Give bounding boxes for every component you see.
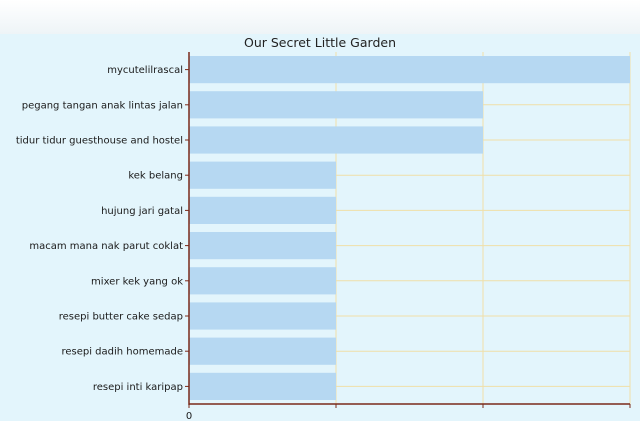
- category-label: resepi butter cake sedap: [59, 312, 183, 323]
- bar: [189, 196, 336, 224]
- bar: [189, 372, 336, 400]
- bar: [189, 337, 336, 365]
- category-label: pegang tangan anak lintas jalan: [22, 100, 183, 111]
- category-label: resepi dadih homemade: [61, 347, 183, 358]
- chart-title: Our Secret Little Garden: [244, 35, 396, 50]
- bar: [189, 302, 336, 330]
- header-band: [0, 0, 640, 34]
- category-labels: mycutelilrascal pegang tangan anak lintas…: [16, 65, 192, 421]
- category-label: kek belang: [128, 171, 183, 182]
- bar: [189, 232, 336, 260]
- category-label: mycutelilrascal: [107, 65, 183, 76]
- bar: [189, 161, 336, 189]
- category-label: tidur tidur guesthouse and hostel: [16, 136, 183, 147]
- category-label: hujung jari gatal: [101, 206, 183, 217]
- bar: [189, 267, 336, 295]
- bar: [189, 126, 483, 154]
- bar: [189, 91, 483, 119]
- bar: [189, 56, 630, 84]
- bars: [189, 56, 630, 400]
- category-label: resepi inti karipap: [93, 382, 183, 393]
- x-tick-label: 0: [186, 411, 192, 421]
- axes: [185, 52, 631, 408]
- category-label: macam mana nak parut coklat: [29, 241, 183, 252]
- category-label: mixer kek yang ok: [91, 276, 183, 287]
